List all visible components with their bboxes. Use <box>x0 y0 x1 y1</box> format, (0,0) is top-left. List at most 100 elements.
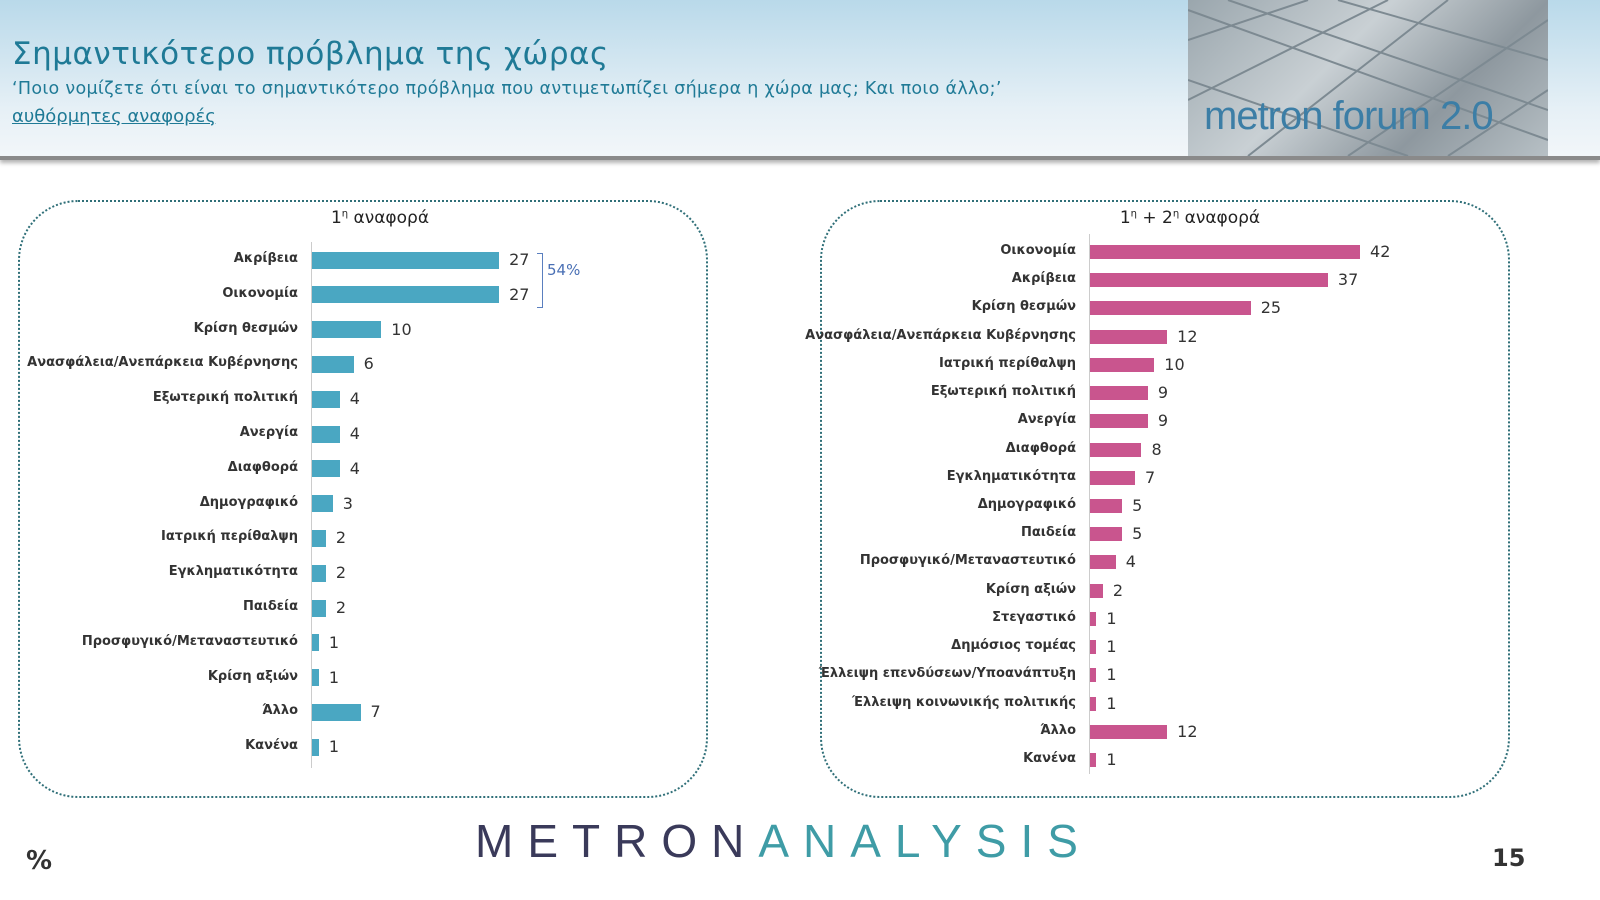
data-label: 6 <box>363 354 374 374</box>
data-label: 4 <box>349 458 360 478</box>
category-label: Ανεργία <box>239 425 298 440</box>
chart-panel-first-mention <box>18 200 708 798</box>
data-label: 1 <box>328 632 340 652</box>
data-label: 10 <box>391 319 412 339</box>
category-label: Ιατρική περίθαλψη <box>938 355 1076 371</box>
data-label: 2 <box>335 563 347 583</box>
category-label: Εγκληματικότητα <box>168 564 298 580</box>
bar <box>1090 611 1097 626</box>
chart-panel-first-second-mention <box>820 200 1510 798</box>
chart-title-first-mention: 1η αναφορά <box>330 208 430 228</box>
page-number: 15 <box>1492 844 1526 872</box>
bar <box>312 251 500 269</box>
data-label: 1 <box>1106 693 1117 713</box>
category-label: Προσφυγικό/Μεταναστευτικό <box>81 633 298 649</box>
data-label: 37 <box>1337 270 1359 290</box>
data-label: 27 <box>509 284 530 304</box>
data-label: 42 <box>1370 242 1391 261</box>
category-label: Εξωτερική πολιτική <box>930 384 1076 400</box>
bar <box>312 669 319 687</box>
bar <box>1090 668 1097 683</box>
percent-unit-label: % <box>26 846 53 876</box>
bar <box>1090 301 1251 316</box>
data-label: 4 <box>1125 552 1136 572</box>
bar <box>312 599 326 617</box>
bar <box>312 286 500 304</box>
data-label: 1 <box>328 737 340 757</box>
bar <box>1090 329 1168 344</box>
category-label: Διαφθορά <box>1005 440 1076 456</box>
category-label: Ανασφάλεια/Ανεπάρκεια Κυβέρνησης <box>27 355 298 371</box>
category-label: Παιδεία <box>1020 525 1076 541</box>
metron-forum-logo: metron forum 2.0 <box>1188 0 1548 156</box>
bar <box>312 634 319 652</box>
category-label: Οικονομία <box>222 285 298 301</box>
bar <box>1090 470 1135 485</box>
bar <box>1090 527 1123 542</box>
bar <box>312 425 340 443</box>
data-label: 9 <box>1157 411 1169 431</box>
combined-share-label: 54% <box>547 261 581 279</box>
data-label: 1 <box>1106 608 1117 628</box>
bar <box>312 355 354 373</box>
bar <box>312 390 340 408</box>
data-label: 9 <box>1157 383 1169 403</box>
data-label: 4 <box>349 424 360 443</box>
bar <box>312 529 326 547</box>
category-label: Παιδεία <box>242 599 298 614</box>
bar <box>1090 273 1328 288</box>
data-label: 25 <box>1260 298 1282 318</box>
data-label: 5 <box>1132 495 1143 515</box>
category-label: Κανένα <box>1023 750 1076 766</box>
category-label: Στεγαστικό <box>992 609 1076 625</box>
bar <box>1090 555 1116 570</box>
logo-text: metron forum 2.0 <box>1204 94 1494 138</box>
category-label: Κρίση αξιών <box>207 668 298 684</box>
data-label: 2 <box>335 598 347 617</box>
bar <box>1090 696 1097 711</box>
header: Σημαντικότερο πρόβλημα της χώρας ‘Ποιο ν… <box>0 0 1600 160</box>
bar <box>1090 357 1155 372</box>
data-label: 27 <box>509 250 530 269</box>
spontaneous-mentions-note: αυθόρμητες αναφορές <box>12 106 216 127</box>
category-axis <box>1089 234 1090 775</box>
bar <box>312 495 333 513</box>
bar <box>1090 640 1097 655</box>
category-label: Έλλειψη κοινωνικής πολιτικής <box>852 694 1076 710</box>
bar <box>1090 583 1103 598</box>
category-label: Άλλο <box>262 703 298 719</box>
bracket-annotation <box>537 253 543 308</box>
data-label: 12 <box>1177 326 1198 346</box>
bar <box>1090 245 1361 259</box>
data-label: 4 <box>349 389 360 409</box>
category-label: Ακρίβεια <box>1011 271 1076 287</box>
category-label: Κρίση θεσμών <box>193 320 298 336</box>
category-label: Άλλο <box>1040 722 1076 738</box>
category-label: Δημογραφικό <box>199 494 298 510</box>
data-label: 1 <box>1106 749 1117 769</box>
data-label: 3 <box>342 493 353 513</box>
category-label: Ανεργία <box>1017 412 1076 428</box>
bar <box>312 738 319 756</box>
bar <box>312 321 382 339</box>
data-label: 8 <box>1151 439 1162 459</box>
bar <box>312 460 340 478</box>
category-axis <box>311 242 312 768</box>
bar <box>1090 442 1142 457</box>
category-label: Κρίση αξιών <box>985 581 1076 597</box>
category-label: Οικονομία <box>1000 243 1076 258</box>
data-label: 2 <box>335 528 347 548</box>
page-title: Σημαντικότερο πρόβλημα της χώρας <box>12 36 609 72</box>
category-label: Κρίση θεσμών <box>971 299 1076 315</box>
category-label: Ιατρική περίθαλψη <box>160 529 298 545</box>
bar <box>312 703 361 721</box>
glass-roof-graphic <box>1188 0 1548 156</box>
category-label: Δημογραφικό <box>977 496 1076 512</box>
category-label: Ακρίβεια <box>233 251 298 266</box>
data-label: 7 <box>370 702 381 722</box>
category-label: Εγκληματικότητα <box>946 468 1076 484</box>
data-label: 1 <box>328 667 340 687</box>
bar <box>1090 414 1148 429</box>
category-label: Κανένα <box>245 738 298 754</box>
data-label: 12 <box>1177 721 1198 741</box>
